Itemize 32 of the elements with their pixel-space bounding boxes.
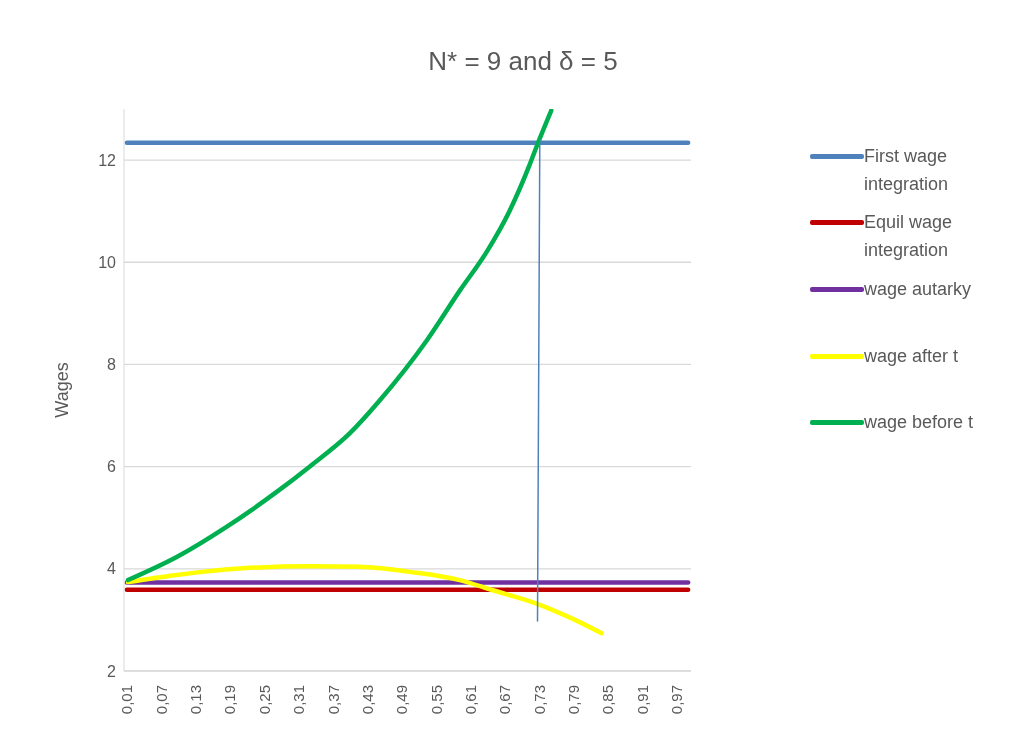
x-tick-label: 0,55	[427, 685, 445, 715]
legend-label: wage before t	[864, 411, 975, 434]
y-tick-label: 2	[107, 662, 117, 680]
x-tick-label: 0,61	[462, 685, 479, 715]
x-tick-label: 0,37	[324, 685, 342, 715]
y-tick-label: 6	[107, 458, 117, 476]
y-tick-label: 8	[107, 356, 117, 374]
x-tick-label: 0,19	[221, 685, 239, 715]
legend-label: wage autarky	[864, 278, 973, 301]
x-tick-label: 0,31	[290, 685, 308, 715]
x-tick-label: 0,13	[187, 685, 205, 715]
line-series	[125, 564, 604, 636]
y-axis-title: Wages	[52, 362, 73, 418]
chart-title: N* = 9 and δ = 5	[427, 46, 619, 77]
x-tick-label: 0,25	[255, 685, 273, 715]
x-tick-label: 0,07	[152, 685, 170, 715]
x-tick-label: 0,49	[393, 685, 411, 715]
x-tick-label: 0,01	[118, 685, 136, 715]
x-tick-label: 0,79	[565, 685, 583, 715]
legend-label: wage after t	[864, 345, 960, 368]
y-tick-label: 4	[107, 560, 117, 578]
y-tick-label: 12	[98, 151, 117, 169]
x-tick-label: 0,97	[668, 685, 686, 715]
legend-label: Equil wage integration	[864, 211, 954, 262]
x-tick-label: 0,73	[530, 685, 548, 715]
x-tick-label: 0,67	[496, 685, 514, 715]
x-tick-label: 0,43	[358, 685, 376, 715]
x-tick-label: 0,91	[633, 685, 651, 715]
x-tick-label: 0,85	[599, 685, 617, 715]
line-series	[125, 109, 554, 583]
legend-label: First wage integration	[864, 145, 950, 196]
y-tick-label: 10	[98, 253, 117, 271]
